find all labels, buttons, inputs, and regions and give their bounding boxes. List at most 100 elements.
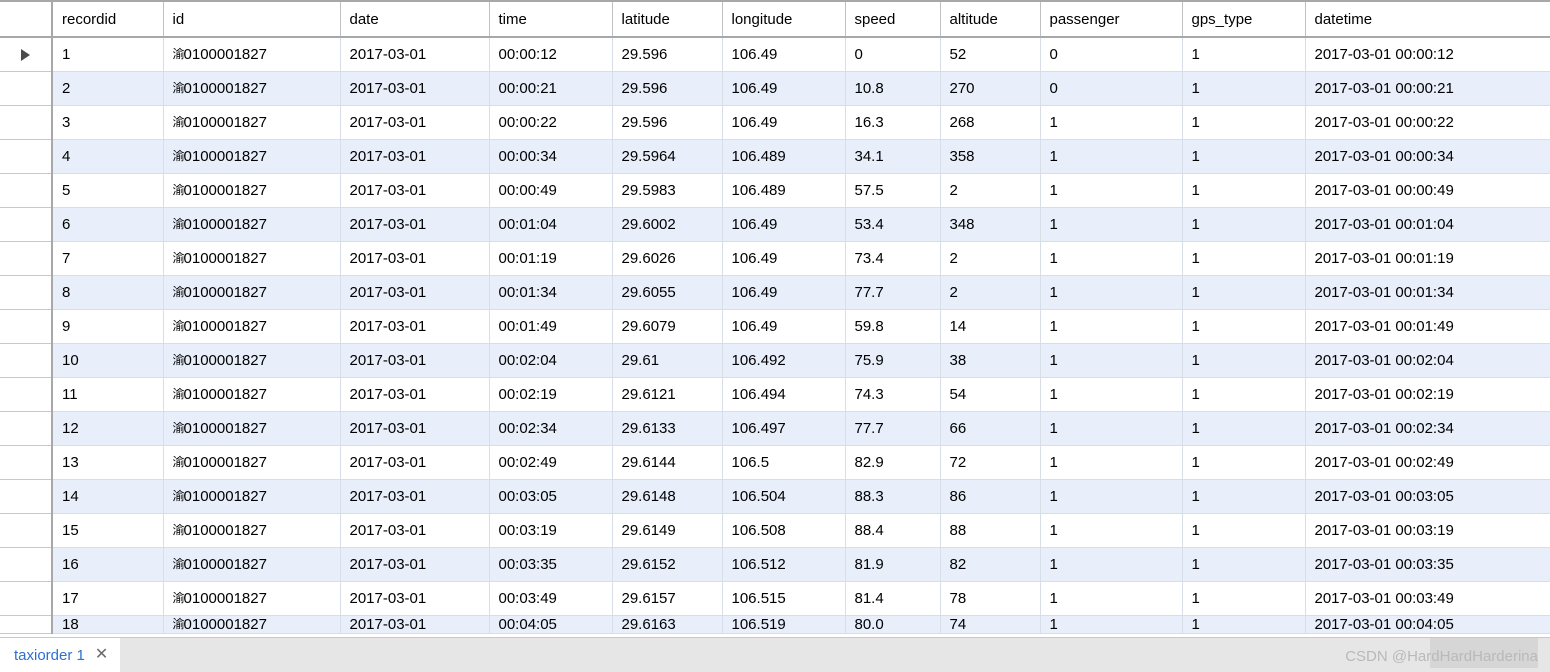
- column-header-altitude[interactable]: altitude: [940, 2, 1041, 38]
- cell-longitude[interactable]: 106.504: [722, 479, 846, 514]
- cell-id[interactable]: 渝0100001827: [163, 173, 341, 208]
- cell-datetime[interactable]: 2017-03-01 00:04:05: [1305, 615, 1550, 634]
- cell-date[interactable]: 2017-03-01: [340, 343, 490, 378]
- cell-recordid[interactable]: 18: [52, 615, 164, 634]
- cell-passenger[interactable]: 1: [1040, 513, 1183, 548]
- cell-gps_type[interactable]: 1: [1182, 275, 1306, 310]
- cell-recordid[interactable]: 17: [52, 581, 164, 616]
- cell-time[interactable]: 00:03:35: [489, 547, 613, 582]
- cell-id[interactable]: 渝0100001827: [163, 411, 341, 446]
- cell-latitude[interactable]: 29.5964: [612, 139, 723, 174]
- cell-date[interactable]: 2017-03-01: [340, 139, 490, 174]
- cell-altitude[interactable]: 38: [940, 343, 1041, 378]
- cell-id[interactable]: 渝0100001827: [163, 37, 341, 72]
- cell-datetime[interactable]: 2017-03-01 00:00:12: [1305, 37, 1550, 72]
- row-selector-cell[interactable]: [0, 513, 53, 548]
- cell-recordid[interactable]: 2: [52, 71, 164, 106]
- cell-datetime[interactable]: 2017-03-01 00:00:34: [1305, 139, 1550, 174]
- cell-passenger[interactable]: 1: [1040, 105, 1183, 140]
- cell-datetime[interactable]: 2017-03-01 00:00:21: [1305, 71, 1550, 106]
- cell-longitude[interactable]: 106.512: [722, 547, 846, 582]
- cell-time[interactable]: 00:00:34: [489, 139, 613, 174]
- cell-passenger[interactable]: 1: [1040, 479, 1183, 514]
- table-row[interactable]: 9 渝0100001827 2017-03-01 00:01:49 29.6079 106…: [0, 309, 1550, 344]
- cell-recordid[interactable]: 16: [52, 547, 164, 582]
- cell-passenger[interactable]: 1: [1040, 377, 1183, 412]
- cell-datetime[interactable]: 2017-03-01 00:01:34: [1305, 275, 1550, 310]
- cell-time[interactable]: 00:01:49: [489, 309, 613, 344]
- row-selector-cell[interactable]: [0, 105, 53, 140]
- cell-gps_type[interactable]: 1: [1182, 37, 1306, 72]
- cell-longitude[interactable]: 106.519: [722, 615, 846, 634]
- row-selector-header[interactable]: [0, 2, 53, 38]
- cell-speed[interactable]: 73.4: [845, 241, 941, 276]
- cell-gps_type[interactable]: 1: [1182, 309, 1306, 344]
- cell-speed[interactable]: 77.7: [845, 275, 941, 310]
- table-row[interactable]: 3 渝0100001827 2017-03-01 00:00:22 29.596 106.…: [0, 105, 1550, 140]
- cell-latitude[interactable]: 29.6133: [612, 411, 723, 446]
- cell-latitude[interactable]: 29.596: [612, 105, 723, 140]
- cell-datetime[interactable]: 2017-03-01 00:03:35: [1305, 547, 1550, 582]
- cell-speed[interactable]: 88.4: [845, 513, 941, 548]
- cell-latitude[interactable]: 29.6055: [612, 275, 723, 310]
- row-selector-cell[interactable]: [0, 547, 53, 582]
- cell-speed[interactable]: 82.9: [845, 445, 941, 480]
- cell-time[interactable]: 00:02:34: [489, 411, 613, 446]
- cell-id[interactable]: 渝0100001827: [163, 513, 341, 548]
- cell-passenger[interactable]: 1: [1040, 581, 1183, 616]
- cell-longitude[interactable]: 106.49: [722, 241, 846, 276]
- cell-date[interactable]: 2017-03-01: [340, 71, 490, 106]
- cell-longitude[interactable]: 106.492: [722, 343, 846, 378]
- table-row[interactable]: 18 渝0100001827 2017-03-01 00:04:05 29.6163 10…: [0, 615, 1550, 634]
- cell-time[interactable]: 00:01:04: [489, 207, 613, 242]
- cell-longitude[interactable]: 106.49: [722, 309, 846, 344]
- cell-latitude[interactable]: 29.61: [612, 343, 723, 378]
- cell-date[interactable]: 2017-03-01: [340, 581, 490, 616]
- cell-altitude[interactable]: 66: [940, 411, 1041, 446]
- row-selector-cell[interactable]: [0, 479, 53, 514]
- cell-altitude[interactable]: 88: [940, 513, 1041, 548]
- cell-latitude[interactable]: 29.6079: [612, 309, 723, 344]
- column-header-gps_type[interactable]: gps_type: [1182, 2, 1306, 38]
- cell-recordid[interactable]: 12: [52, 411, 164, 446]
- cell-datetime[interactable]: 2017-03-01 00:01:49: [1305, 309, 1550, 344]
- cell-gps_type[interactable]: 1: [1182, 411, 1306, 446]
- cell-date[interactable]: 2017-03-01: [340, 105, 490, 140]
- cell-speed[interactable]: 88.3: [845, 479, 941, 514]
- cell-date[interactable]: 2017-03-01: [340, 615, 490, 634]
- cell-id[interactable]: 渝0100001827: [163, 547, 341, 582]
- cell-time[interactable]: 00:03:19: [489, 513, 613, 548]
- cell-speed[interactable]: 16.3: [845, 105, 941, 140]
- cell-id[interactable]: 渝0100001827: [163, 241, 341, 276]
- cell-passenger[interactable]: 1: [1040, 139, 1183, 174]
- cell-time[interactable]: 00:01:34: [489, 275, 613, 310]
- cell-passenger[interactable]: 1: [1040, 241, 1183, 276]
- table-row[interactable]: 15 渝0100001827 2017-03-01 00:03:19 29.6149 10…: [0, 513, 1550, 548]
- cell-time[interactable]: 00:03:05: [489, 479, 613, 514]
- cell-speed[interactable]: 10.8: [845, 71, 941, 106]
- cell-passenger[interactable]: 1: [1040, 343, 1183, 378]
- cell-longitude[interactable]: 106.49: [722, 105, 846, 140]
- cell-altitude[interactable]: 2: [940, 241, 1041, 276]
- cell-recordid[interactable]: 5: [52, 173, 164, 208]
- cell-recordid[interactable]: 7: [52, 241, 164, 276]
- cell-gps_type[interactable]: 1: [1182, 139, 1306, 174]
- cell-longitude[interactable]: 106.49: [722, 275, 846, 310]
- cell-altitude[interactable]: 52: [940, 37, 1041, 72]
- cell-passenger[interactable]: 1: [1040, 173, 1183, 208]
- cell-datetime[interactable]: 2017-03-01 00:01:04: [1305, 207, 1550, 242]
- table-row[interactable]: 2 渝0100001827 2017-03-01 00:00:21 29.596 106.…: [0, 71, 1550, 106]
- cell-speed[interactable]: 53.4: [845, 207, 941, 242]
- cell-time[interactable]: 00:00:22: [489, 105, 613, 140]
- table-row[interactable]: 14 渝0100001827 2017-03-01 00:03:05 29.6148 10…: [0, 479, 1550, 514]
- cell-datetime[interactable]: 2017-03-01 00:03:19: [1305, 513, 1550, 548]
- cell-latitude[interactable]: 29.596: [612, 71, 723, 106]
- cell-speed[interactable]: 74.3: [845, 377, 941, 412]
- column-header-speed[interactable]: speed: [845, 2, 941, 38]
- cell-latitude[interactable]: 29.596: [612, 37, 723, 72]
- cell-datetime[interactable]: 2017-03-01 00:00:22: [1305, 105, 1550, 140]
- table-row[interactable]: 6 渝0100001827 2017-03-01 00:01:04 29.6002 106…: [0, 207, 1550, 242]
- cell-id[interactable]: 渝0100001827: [163, 275, 341, 310]
- cell-altitude[interactable]: 78: [940, 581, 1041, 616]
- column-header-datetime[interactable]: datetime: [1305, 2, 1550, 38]
